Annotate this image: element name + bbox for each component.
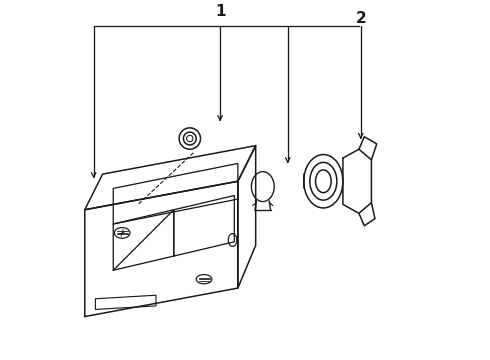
Text: 1: 1	[215, 4, 225, 19]
Text: 2: 2	[355, 12, 366, 26]
